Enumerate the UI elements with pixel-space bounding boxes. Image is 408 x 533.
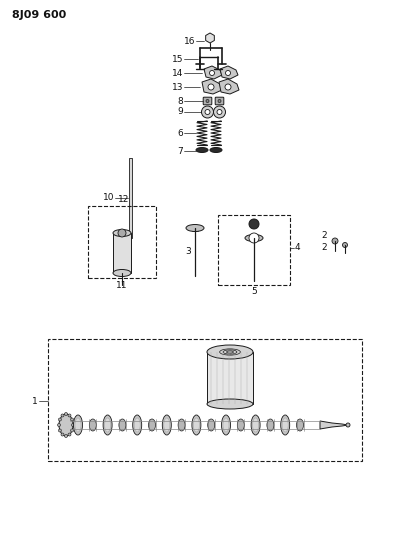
Text: 12: 12: [118, 196, 130, 205]
Circle shape: [249, 219, 259, 229]
Text: 10: 10: [102, 193, 114, 203]
Text: 2: 2: [322, 230, 327, 239]
Circle shape: [208, 84, 214, 90]
Ellipse shape: [119, 419, 126, 431]
Polygon shape: [220, 66, 238, 79]
Circle shape: [58, 418, 62, 421]
Text: 16: 16: [184, 36, 195, 45]
Circle shape: [61, 414, 64, 417]
Text: 1: 1: [32, 397, 38, 406]
Text: 15: 15: [171, 54, 183, 63]
Text: 14: 14: [172, 69, 183, 77]
Circle shape: [209, 70, 215, 76]
Ellipse shape: [237, 419, 244, 431]
FancyBboxPatch shape: [215, 97, 224, 105]
Ellipse shape: [282, 418, 288, 432]
Text: 4: 4: [295, 244, 301, 253]
Ellipse shape: [134, 418, 140, 432]
Text: 6: 6: [177, 128, 183, 138]
Bar: [129, 158, 131, 238]
Polygon shape: [204, 66, 222, 79]
Circle shape: [213, 106, 226, 118]
Text: 8: 8: [177, 96, 183, 106]
Circle shape: [64, 434, 67, 438]
Polygon shape: [202, 79, 222, 94]
Circle shape: [68, 414, 71, 417]
Ellipse shape: [196, 148, 208, 152]
Circle shape: [332, 238, 338, 244]
Ellipse shape: [133, 415, 142, 435]
Ellipse shape: [75, 418, 81, 432]
Polygon shape: [219, 79, 239, 94]
Text: 3: 3: [185, 247, 191, 256]
Text: 5: 5: [251, 287, 257, 296]
Ellipse shape: [281, 415, 290, 435]
Ellipse shape: [89, 419, 96, 431]
Circle shape: [218, 100, 221, 102]
Ellipse shape: [164, 418, 170, 432]
Circle shape: [64, 413, 67, 416]
Bar: [113, 233, 131, 273]
Ellipse shape: [297, 419, 304, 431]
Ellipse shape: [210, 148, 222, 152]
Ellipse shape: [193, 418, 200, 432]
Circle shape: [58, 424, 60, 426]
Text: 13: 13: [171, 83, 183, 92]
Circle shape: [346, 423, 350, 427]
Ellipse shape: [113, 270, 131, 277]
Ellipse shape: [73, 415, 82, 435]
Ellipse shape: [104, 418, 111, 432]
Text: 2: 2: [322, 243, 327, 252]
Ellipse shape: [267, 419, 274, 431]
Circle shape: [225, 84, 231, 90]
Circle shape: [71, 424, 75, 426]
Polygon shape: [320, 421, 348, 429]
Ellipse shape: [192, 415, 201, 435]
Ellipse shape: [208, 419, 215, 431]
Text: 11: 11: [116, 280, 128, 289]
Ellipse shape: [186, 224, 204, 231]
Circle shape: [118, 229, 126, 237]
Ellipse shape: [245, 235, 263, 241]
Bar: [218, 215, 290, 285]
FancyBboxPatch shape: [203, 97, 212, 105]
Bar: [48, 339, 362, 461]
Ellipse shape: [222, 415, 231, 435]
Text: 9: 9: [177, 108, 183, 117]
Circle shape: [58, 429, 62, 432]
Bar: [88, 206, 156, 278]
Circle shape: [205, 109, 210, 115]
Circle shape: [226, 70, 231, 76]
Text: 8J09 600: 8J09 600: [12, 10, 66, 20]
Ellipse shape: [207, 345, 253, 359]
Ellipse shape: [162, 415, 171, 435]
Ellipse shape: [103, 415, 112, 435]
Ellipse shape: [251, 415, 260, 435]
Circle shape: [202, 106, 213, 118]
Circle shape: [68, 433, 71, 436]
Text: 7: 7: [177, 147, 183, 156]
Ellipse shape: [178, 419, 185, 431]
Bar: [207, 352, 253, 404]
Circle shape: [71, 418, 73, 421]
Circle shape: [61, 433, 64, 436]
Ellipse shape: [59, 414, 73, 436]
Ellipse shape: [223, 418, 229, 432]
Ellipse shape: [113, 230, 131, 237]
Circle shape: [206, 100, 209, 102]
Circle shape: [217, 109, 222, 115]
Ellipse shape: [149, 419, 155, 431]
Circle shape: [71, 429, 73, 432]
Circle shape: [249, 233, 259, 243]
Ellipse shape: [207, 399, 253, 409]
Circle shape: [342, 243, 348, 247]
Ellipse shape: [253, 418, 259, 432]
